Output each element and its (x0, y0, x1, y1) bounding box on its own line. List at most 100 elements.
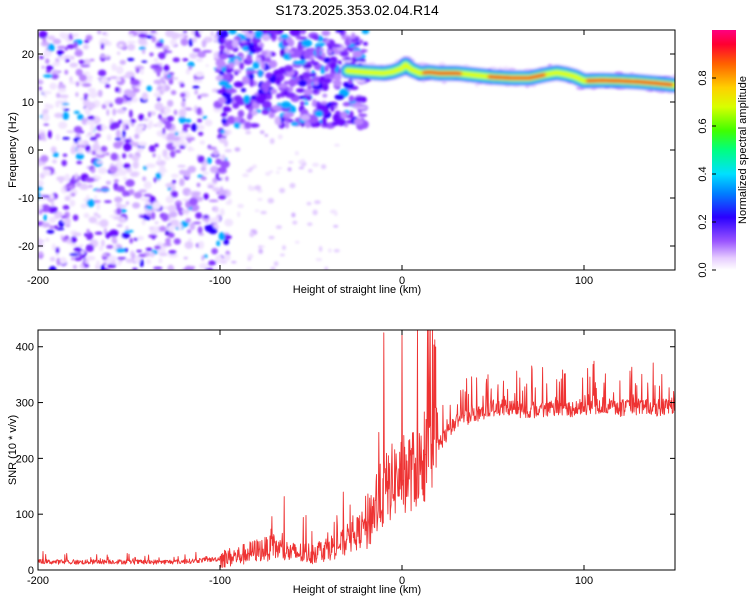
heatmap-cell (323, 57, 331, 64)
heatmap-cell (334, 143, 340, 147)
heatmap-cell (181, 100, 186, 108)
heatmap-cell (202, 171, 209, 175)
heatmap-cell (86, 228, 90, 234)
heatmap-cell (116, 257, 127, 260)
heatmap-cell (88, 120, 95, 126)
heatmap-cell (153, 92, 162, 98)
heatmap-cell (110, 260, 116, 265)
heatmap-cell (233, 81, 244, 88)
heatmap-cell (304, 101, 309, 106)
heatmap-cell (197, 226, 203, 234)
heatmap-cell (41, 195, 50, 198)
heatmap-cell (489, 66, 498, 70)
heatmap-cell (73, 110, 80, 114)
heatmap-cell (73, 247, 82, 252)
heatmap-cell (275, 77, 282, 86)
heatmap-cell (51, 73, 59, 80)
heatmap-cell (335, 110, 341, 114)
heatmap-cell (56, 176, 66, 182)
heatmap-cell (138, 33, 148, 39)
heatmap-cell (208, 260, 217, 266)
ridge-peak (422, 71, 462, 75)
heatmap-cell (164, 106, 171, 114)
heatmap-cell (321, 30, 331, 37)
heatmap-cell (266, 93, 273, 100)
heatmap-cell (94, 139, 99, 144)
heatmap-cell (122, 122, 126, 131)
heatmap-cell (140, 68, 144, 75)
heatmap-cell (334, 211, 338, 216)
heatmap-cell (350, 38, 358, 43)
heatmap-cell (175, 149, 182, 153)
heatmap-cell (39, 132, 46, 140)
heatmap-cell (64, 69, 69, 75)
heatmap-cell (76, 143, 86, 149)
heatmap-cell (218, 232, 226, 241)
heatmap-cell (143, 193, 153, 197)
heatmap-cell (502, 66, 510, 71)
heatmap-cell (89, 124, 95, 133)
heatmap-cell (167, 264, 175, 270)
heatmap-cell (132, 88, 140, 93)
heatmap-cell (196, 107, 202, 116)
heatmap-cell (313, 81, 319, 86)
heatmap-cell (298, 95, 305, 100)
heatmap-cell (117, 260, 122, 266)
heatmap-cell (355, 61, 364, 64)
heatmap-cell (173, 238, 181, 245)
heatmap-cell (46, 229, 55, 234)
heatmap-cell (41, 222, 51, 228)
heatmap-cell (59, 32, 66, 38)
heatmap-cell (314, 200, 321, 205)
heatmap-cell (50, 146, 57, 154)
heatmap-cell (59, 257, 67, 265)
heatmap-cell (245, 130, 252, 135)
heatmap-cell (193, 79, 203, 83)
heatmap-cell (270, 88, 278, 95)
heatmap-cell (58, 121, 68, 129)
heatmap-cell (49, 256, 56, 262)
heatmap-cell (188, 38, 193, 47)
heatmap-cell (182, 30, 188, 34)
heatmap-cell (289, 182, 296, 189)
heatmap-cell (185, 68, 191, 75)
heatmap-cell (97, 214, 101, 219)
heatmap-cell (153, 79, 163, 85)
heatmap-cell (292, 220, 298, 225)
snr-series-line (38, 330, 675, 568)
heatmap-cell (187, 137, 192, 144)
heatmap-cell (50, 201, 55, 207)
heatmap-cell (38, 180, 44, 187)
heatmap-cell (324, 266, 329, 270)
heatmap-cell (94, 231, 103, 235)
heatmap-cell (158, 252, 168, 257)
heatmap-cell (80, 183, 88, 188)
heatmap-cell (89, 136, 98, 141)
heatmap-cell (79, 74, 87, 82)
heatmap-cell (153, 177, 157, 183)
heatmap-cell (275, 225, 282, 230)
heatmap-cell (141, 48, 146, 55)
heatmap-cell (122, 44, 126, 49)
heatmap-cell (136, 125, 146, 129)
heatmap-cell (225, 176, 229, 182)
x-tick-label: 100 (575, 575, 593, 587)
heatmap-cell (260, 210, 267, 215)
heatmap-cell (200, 176, 207, 181)
heatmap-cell (237, 211, 241, 218)
heatmap-cell (154, 245, 162, 250)
heatmap-cell (333, 249, 340, 253)
heatmap-cell (52, 38, 62, 45)
heatmap-cell (112, 108, 117, 116)
heatmap-cell (84, 39, 90, 44)
heatmap-cell (218, 79, 229, 86)
heatmap-cell (322, 93, 328, 98)
heatmap-cell (321, 117, 327, 126)
heatmap-cell (116, 66, 124, 75)
snr-frame (37, 329, 676, 571)
colorbar-tick-label: 0.0 (697, 262, 709, 277)
heatmap-cell (168, 250, 177, 255)
heatmap-cell (45, 58, 50, 64)
